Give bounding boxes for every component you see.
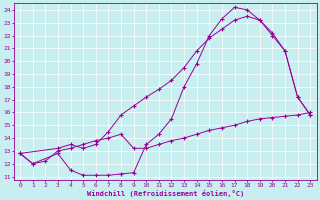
X-axis label: Windchill (Refroidissement éolien,°C): Windchill (Refroidissement éolien,°C) — [86, 190, 244, 197]
